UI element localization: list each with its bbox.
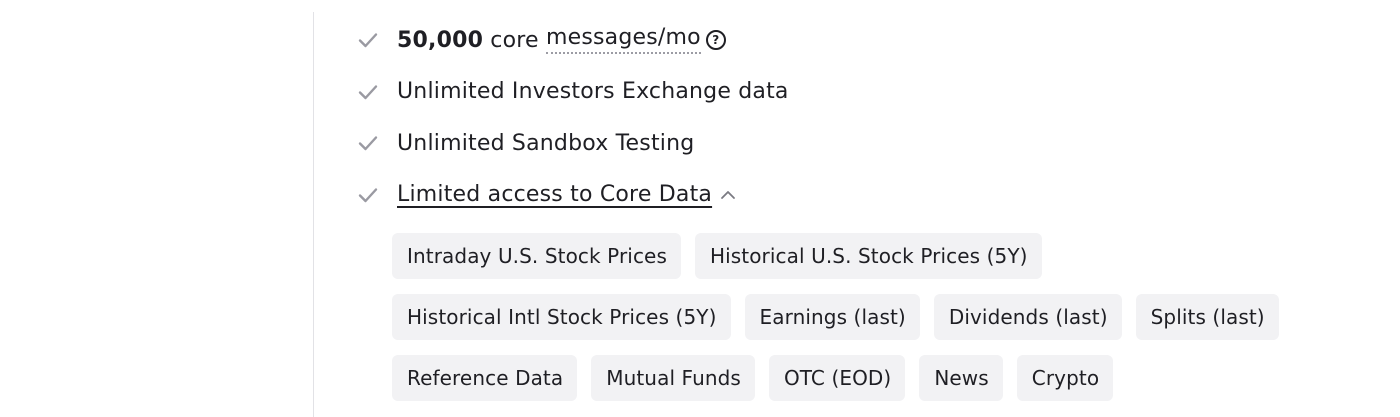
core-data-toggle-link[interactable]: Limited access to Core Data (397, 182, 713, 207)
chevron-up-icon[interactable] (719, 186, 737, 204)
check-icon (356, 131, 380, 155)
feature-core-data: Limited access to Core Data (356, 175, 789, 215)
question-circle-icon[interactable]: ? (705, 30, 726, 50)
chip-otc-eod: OTC (EOD) (768, 355, 906, 401)
chip-row: Historical Intl Stock Prices (5Y) Earnin… (392, 294, 1292, 340)
feature-list: 50,000 core messages/mo ? Unlimited Inve… (356, 20, 789, 226)
chip-earnings: Earnings (last) (744, 294, 920, 340)
feature-messages: 50,000 core messages/mo ? (356, 20, 789, 60)
chip-splits: Splits (last) (1135, 294, 1279, 340)
feature-label: Unlimited Sandbox Testing (397, 130, 695, 156)
messages-count: 50,000 (397, 27, 484, 53)
check-icon (356, 183, 380, 207)
chip-reference-data: Reference Data (392, 355, 578, 401)
feature-sandbox: Unlimited Sandbox Testing (356, 123, 789, 163)
check-icon (356, 28, 380, 52)
chip-mutual-funds: Mutual Funds (591, 355, 755, 401)
chip-intraday-us-stock-prices: Intraday U.S. Stock Prices (392, 233, 681, 279)
chip-historical-intl-stock-prices: Historical Intl Stock Prices (5Y) (392, 294, 731, 340)
chip-crypto: Crypto (1016, 355, 1114, 401)
messages-tooltip-term[interactable]: messages/mo (545, 26, 701, 54)
chip-dividends: Dividends (last) (933, 294, 1122, 340)
chip-row: Reference Data Mutual Funds OTC (EOD) Ne… (392, 355, 1292, 401)
feature-iex-data: Unlimited Investors Exchange data (356, 72, 789, 112)
vertical-divider (313, 12, 314, 417)
chip-row: Intraday U.S. Stock Prices Historical U.… (392, 233, 1292, 279)
core-data-chips: Intraday U.S. Stock Prices Historical U.… (392, 233, 1292, 416)
messages-text: core (483, 27, 546, 53)
chip-historical-us-stock-prices: Historical U.S. Stock Prices (5Y) (694, 233, 1042, 279)
chip-news: News (919, 355, 1003, 401)
feature-label: Unlimited Investors Exchange data (397, 79, 789, 104)
check-icon (356, 80, 380, 104)
